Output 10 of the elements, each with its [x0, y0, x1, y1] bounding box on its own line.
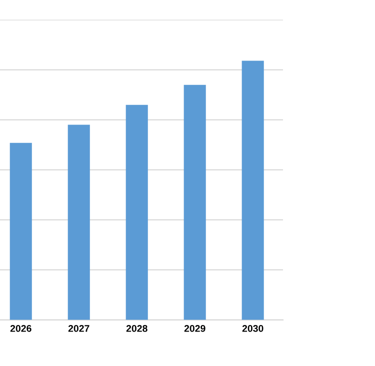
x-tick-label: 2029 [184, 325, 206, 332]
bar [184, 84, 206, 320]
x-tick-label: 2028 [126, 325, 148, 332]
bar [10, 142, 32, 320]
x-tick-label: 2030 [242, 325, 264, 332]
bar [126, 104, 148, 320]
bar [68, 124, 90, 320]
bar [242, 60, 264, 320]
x-tick-label: 2026 [10, 325, 32, 332]
x-tick-label: 2027 [68, 325, 90, 332]
